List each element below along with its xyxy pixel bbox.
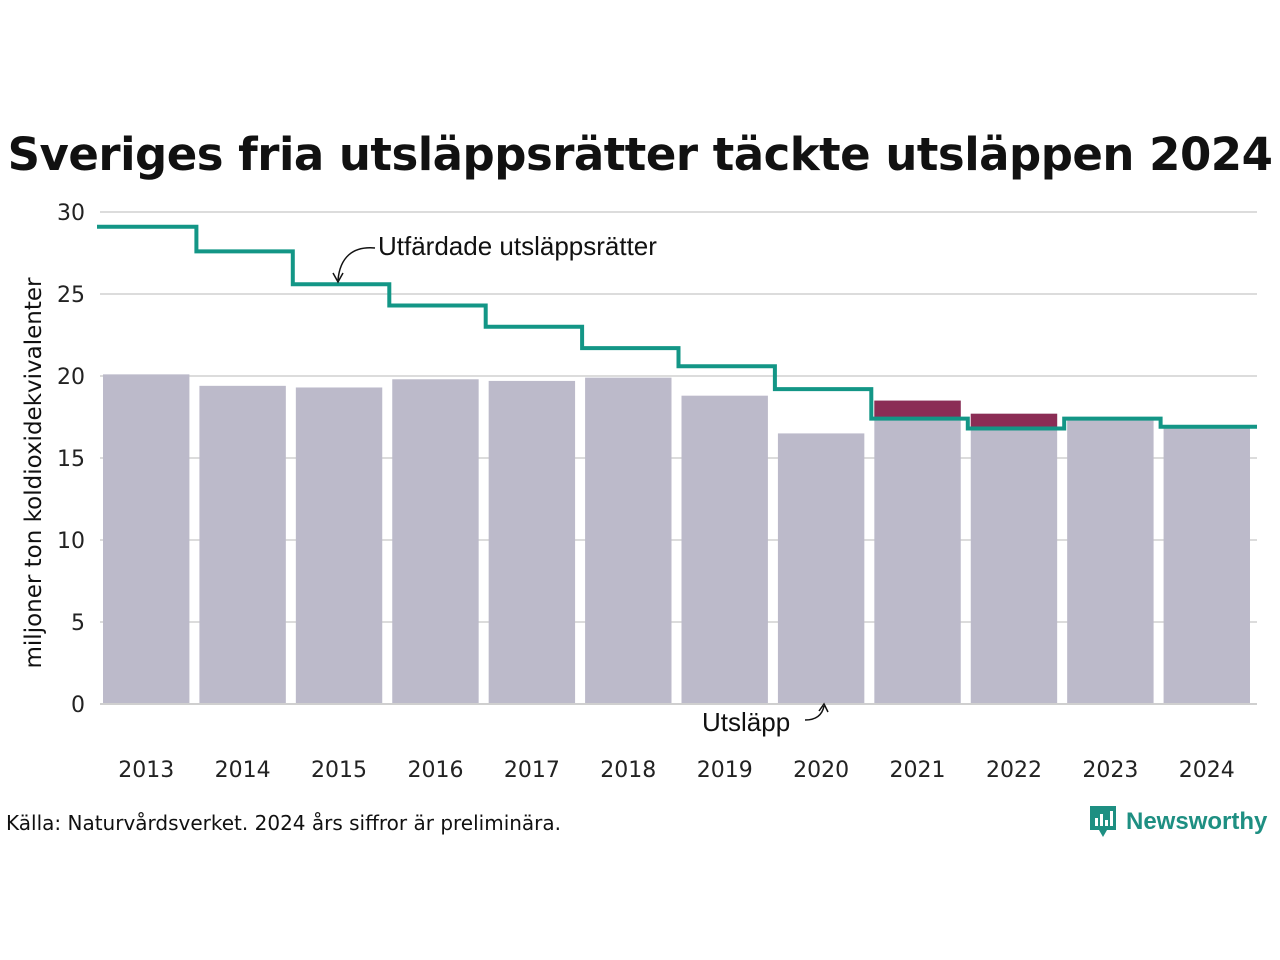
bar-emissions-2017 — [488, 380, 576, 704]
brand-name: Newsworthy — [1126, 808, 1268, 835]
x-tick-label: 2019 — [697, 758, 753, 783]
source-note: Källa: Naturvårdsverket. 2024 års siffro… — [6, 811, 562, 835]
bar-emissions-2023 — [1067, 420, 1154, 704]
bars — [103, 374, 1250, 704]
bar-emissions-2016 — [392, 379, 479, 704]
bar-emissions-2013 — [103, 374, 190, 704]
bar-emissions-2014 — [199, 385, 286, 704]
x-tick-label: 2018 — [600, 758, 656, 783]
brand-logo: Newsworthy — [1088, 804, 1267, 840]
annotation-allowances: Utfärdade utsläppsrätter — [378, 231, 657, 261]
y-tick-label: 30 — [57, 201, 85, 226]
allowance-step-line — [97, 224, 1257, 431]
y-tick-label: 25 — [57, 283, 85, 308]
chart-title: Sveriges fria utsläppsrätter täckte utsl… — [7, 128, 1273, 181]
bar-emissions-2024 — [1163, 428, 1250, 704]
x-tick-label: 2023 — [1082, 758, 1138, 783]
axes: 0 5 10 15 20 25 30 miljoner ton koldioxidekviva… — [21, 201, 1257, 783]
bar-emissions-2019 — [681, 395, 768, 704]
y-axis-label: miljoner ton koldioxidekvivalenter — [21, 277, 47, 668]
bar-excess-2022 — [970, 413, 1058, 429]
gridlines — [100, 211, 1257, 623]
x-tick-label: 2014 — [215, 758, 271, 783]
y-tick-label: 5 — [71, 611, 85, 636]
y-tick-label: 15 — [57, 447, 85, 472]
bar-emissions-2018 — [585, 377, 672, 704]
annotations: Utfärdade utsläppsrätter Utsläpp — [332, 231, 829, 737]
bar-emissions-2020 — [777, 433, 865, 704]
x-tick-label: 2021 — [890, 758, 946, 783]
annotation-emissions: Utsläpp — [702, 707, 790, 737]
x-tick-label: 2024 — [1179, 758, 1235, 783]
allowance-step-path — [97, 224, 1257, 431]
annotation-arrow-allowances — [337, 247, 376, 281]
x-tick-label: 2017 — [504, 758, 560, 783]
bar-emissions-2022 — [970, 413, 1058, 704]
annotation-arrow-emissions — [804, 705, 825, 721]
x-tick-label: 2022 — [986, 758, 1042, 783]
y-tick-label: 20 — [57, 365, 85, 390]
bar-emissions-2015 — [295, 387, 383, 704]
x-tick-label: 2015 — [311, 758, 367, 783]
x-tick-label: 2016 — [407, 758, 463, 783]
annotation-arrowhead-allowances — [332, 272, 344, 284]
x-tick-label: 2013 — [118, 758, 174, 783]
bar-emissions-2021 — [874, 400, 961, 704]
x-tick-label: 2020 — [793, 758, 849, 783]
y-tick-label: 10 — [57, 529, 85, 554]
annotation-arrowhead-emissions — [818, 702, 829, 713]
y-tick-label: 0 — [71, 693, 85, 718]
bar-excess-2021 — [874, 400, 961, 419]
bar-chart-pin-icon — [1090, 806, 1116, 837]
